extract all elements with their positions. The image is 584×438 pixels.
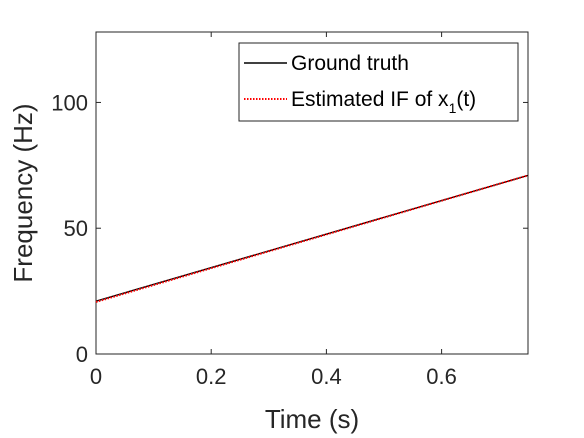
y-tick-label: 0 bbox=[76, 342, 88, 367]
x-tick-label: 0.2 bbox=[196, 364, 227, 389]
y-tick-label: 100 bbox=[51, 90, 88, 115]
legend-entry-ground-truth: Ground truth bbox=[291, 52, 409, 75]
x-tick-label: 0.6 bbox=[426, 364, 457, 389]
x-tick-label: 0.4 bbox=[311, 364, 342, 389]
legend-entry-estimated-if-subscript: 1 bbox=[449, 100, 457, 116]
x-tick-label: 0 bbox=[90, 364, 102, 389]
series-line-estimated-if bbox=[95, 174, 529, 303]
legend-box bbox=[238, 42, 519, 122]
legend-entry-estimated-if: Estimated IF of x1(t) bbox=[291, 88, 476, 116]
legend-entry-estimated-if-main: Estimated IF of x bbox=[291, 88, 449, 111]
legend-entry-estimated-if-suffix: (t) bbox=[456, 88, 476, 111]
x-axis-label: Time (s) bbox=[265, 404, 359, 434]
series-layer bbox=[95, 174, 529, 303]
y-axis-label: Frequency (Hz) bbox=[8, 103, 38, 282]
ticks-layer: 0 0.2 0.4 0.6 0 50 100 bbox=[51, 32, 528, 389]
y-tick-label: 50 bbox=[64, 216, 88, 241]
legend: Ground truth Estimated IF of x1(t) bbox=[238, 42, 519, 122]
